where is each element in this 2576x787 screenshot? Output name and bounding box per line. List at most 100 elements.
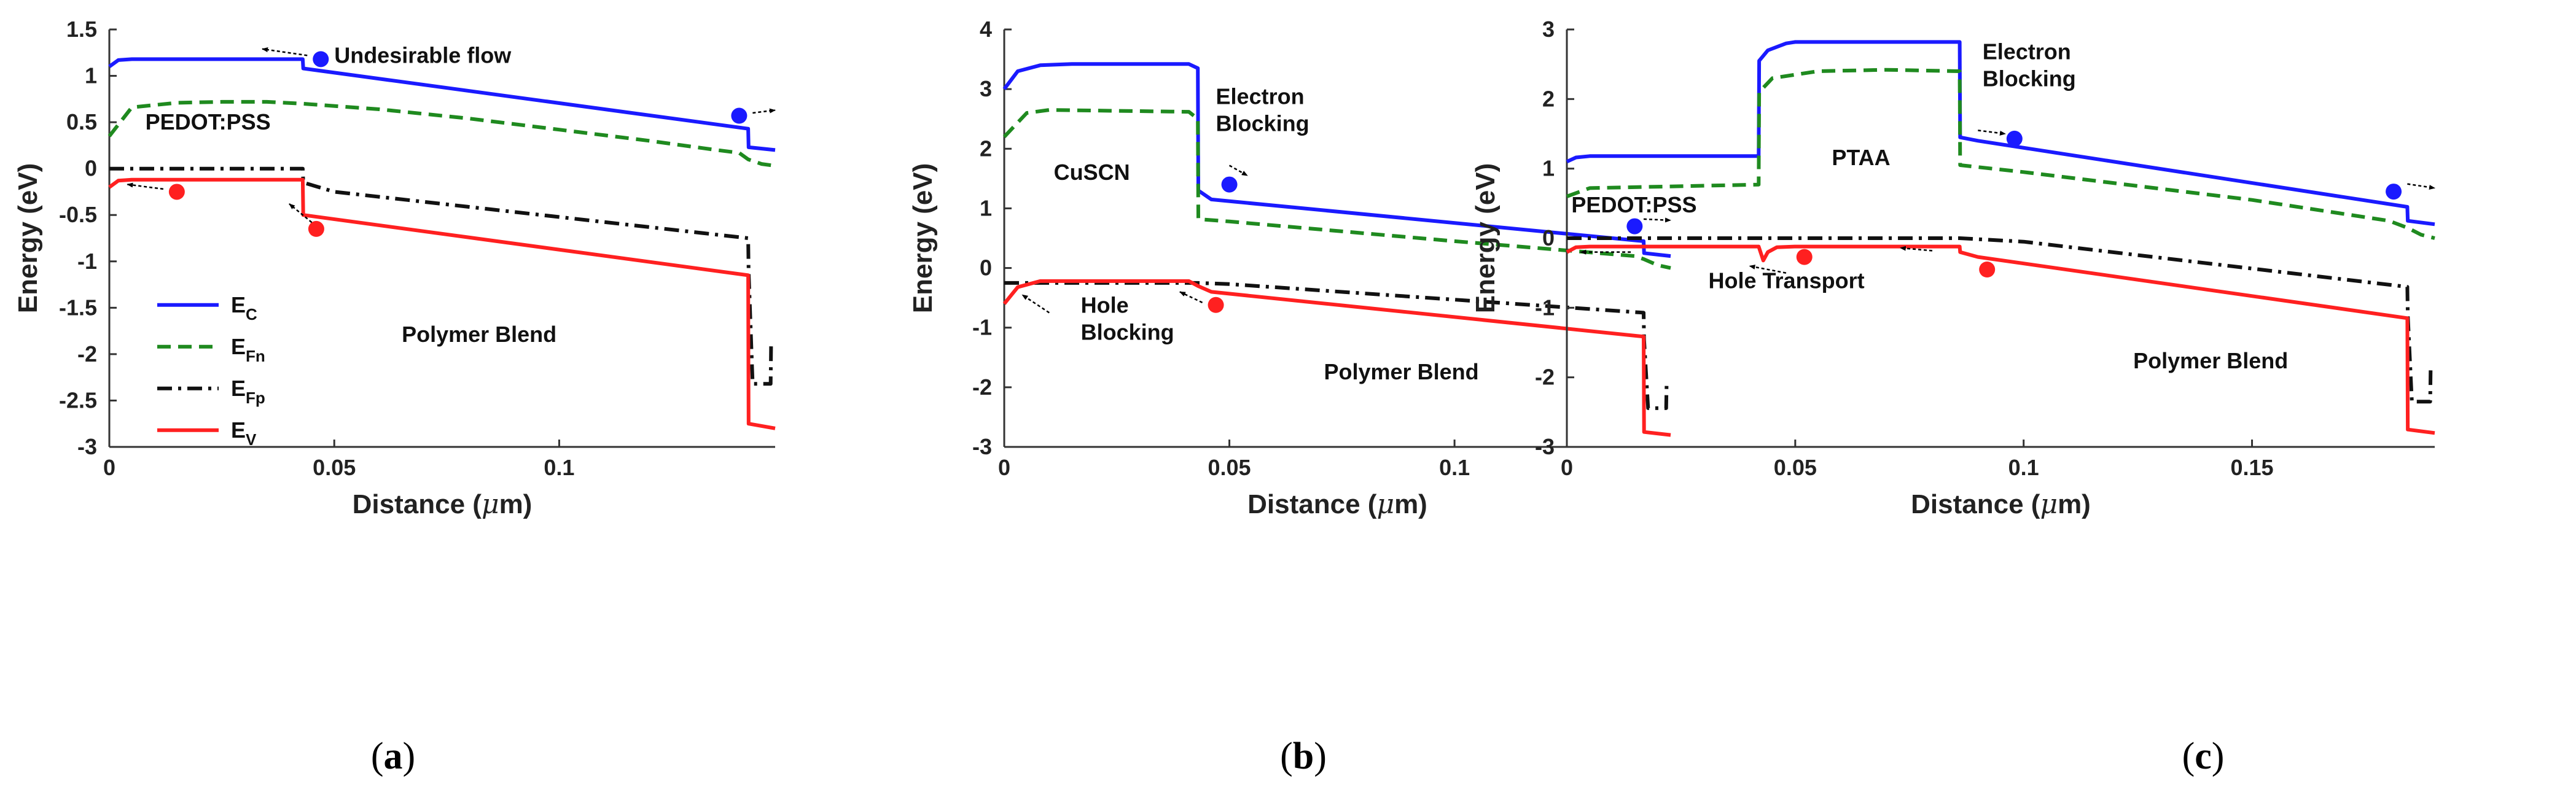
panel-label-part: ) — [2212, 735, 2225, 777]
panel-label: (c) — [2182, 735, 2225, 777]
y-tick-label: 3 — [1542, 17, 1555, 42]
y-axis-label: Energy (eV) — [1470, 163, 1501, 314]
panel-label-part: ( — [1280, 735, 1293, 777]
y-tick-label: -2 — [1535, 365, 1555, 390]
legend: EC EFn EFp EV — [157, 292, 265, 449]
hole-marker — [1796, 249, 1813, 265]
annotation-line: Polymer Blend — [2133, 348, 2288, 373]
annotation-line: Polymer Blend — [402, 322, 556, 347]
y-tick-label: -0.5 — [59, 202, 97, 227]
panel-label: (a) — [371, 735, 415, 777]
y-tick-label: -1 — [1535, 295, 1555, 320]
x-axis-label-part: m) — [499, 489, 533, 519]
y-tick-label: 3 — [980, 76, 992, 101]
annotation-text: Electron Blocking — [1216, 83, 1309, 136]
x-axis-label-part: Distance ( — [353, 489, 482, 519]
x-tick-label: 0.05 — [313, 455, 356, 480]
flow-arrow — [1978, 130, 2006, 136]
panel-label-part: ( — [371, 735, 384, 777]
y-tick-label: -2 — [77, 341, 97, 366]
panel-label-part: b — [1293, 735, 1314, 777]
x-tick-label: 0 — [103, 455, 115, 480]
y-tick-label: 0 — [980, 255, 992, 281]
flow-arrow — [1749, 265, 1787, 274]
hole-marker — [1208, 297, 1224, 313]
legend-label-sub: Fp — [246, 389, 265, 407]
series-line-ec — [1566, 40, 2435, 227]
flow-arrow — [262, 47, 308, 56]
legend-label-sub: V — [246, 430, 257, 449]
electron-marker — [1626, 218, 1643, 235]
x-axis-label-part: m) — [1394, 489, 1427, 519]
series-line-efn — [1002, 108, 1671, 270]
electron-marker — [731, 107, 747, 124]
annotation-line: Electron — [1216, 83, 1305, 109]
annotation-line: PEDOT:PSS — [146, 109, 271, 134]
annotation-line: PTAA — [1832, 145, 1890, 170]
x-tick-label: 0 — [998, 455, 1010, 480]
annotation-text: Hole Blocking — [1081, 292, 1174, 344]
flow-arrow — [752, 108, 776, 114]
x-axis-label-part: m) — [2058, 489, 2091, 519]
hole-marker — [168, 184, 185, 200]
legend-label: EC — [231, 292, 257, 324]
annotation-line: Undesirable flow — [334, 42, 512, 68]
y-tick-label: 4 — [980, 17, 992, 42]
legend-label: EFp — [231, 376, 265, 407]
y-tick-label: -3 — [1535, 434, 1555, 459]
series-line-efp — [1567, 236, 2433, 404]
legend-label: EV — [231, 417, 257, 449]
x-axis-label-unit: μ — [1376, 489, 1394, 520]
y-tick-label: 2 — [1542, 86, 1555, 111]
annotation-line: CuSCN — [1054, 160, 1130, 185]
panel-label: (b) — [1280, 735, 1327, 777]
series-line-efn — [1566, 68, 2435, 240]
flow-arrow — [289, 203, 313, 223]
annotation-text: CuSCN — [1054, 160, 1130, 185]
x-axis-label-unit: μ — [482, 489, 499, 520]
y-tick-label: 2 — [980, 136, 992, 161]
x-axis-label: Distance (μm) — [1911, 489, 2091, 520]
x-tick-label: 0.05 — [1208, 455, 1251, 480]
y-tick-label: -3 — [77, 434, 97, 459]
legend-label-sub: Fn — [246, 347, 265, 365]
series-line-ec — [108, 57, 776, 152]
series-line-ev — [1002, 279, 1671, 437]
annotation-line: PEDOT:PSS — [1571, 192, 1696, 217]
flow-arrow — [2407, 183, 2435, 190]
series-line-efp — [109, 166, 773, 386]
flow-arrow — [1643, 217, 1671, 223]
y-tick-label: -1 — [972, 315, 992, 340]
legend-label-base: E — [231, 376, 246, 401]
x-tick-label: 0.15 — [2230, 455, 2273, 480]
x-axis-label-unit: μ — [2040, 489, 2058, 520]
annotation-text: Electron Blocking — [1983, 39, 2076, 91]
y-axis-label: Energy (eV) — [13, 163, 43, 314]
flow-arrow — [1228, 165, 1248, 177]
panel-label-part: ( — [2182, 735, 2195, 777]
annotation-line: Blocking — [1081, 319, 1174, 344]
x-tick-label: 0.05 — [1774, 455, 1817, 480]
annotation-text: Polymer Blend — [1324, 359, 1479, 384]
hole-marker — [308, 220, 324, 237]
annotation-text: PEDOT:PSS — [1571, 192, 1696, 217]
legend-label-sub: C — [246, 305, 257, 324]
annotation-line: Polymer Blend — [1324, 359, 1479, 384]
panel-label-part: c — [2195, 735, 2212, 777]
annotation-line: Electron — [1983, 39, 2071, 64]
y-tick-label: -2 — [972, 374, 992, 400]
electron-marker — [313, 51, 329, 68]
y-tick-label: 1 — [980, 195, 992, 220]
annotation-line: Hole Transport — [1709, 268, 1865, 293]
y-tick-label: -1.5 — [59, 295, 97, 320]
y-tick-label: 1.5 — [66, 17, 97, 42]
electron-marker — [2006, 130, 2023, 147]
y-tick-label: -3 — [972, 434, 992, 459]
x-axis-label: Distance (μm) — [1247, 489, 1427, 520]
flow-arrow — [1021, 294, 1050, 314]
annotation-text: Polymer Blend — [402, 322, 556, 347]
annotation-text: PEDOT:PSS — [146, 109, 271, 134]
panel-label-part: ) — [1314, 735, 1327, 777]
